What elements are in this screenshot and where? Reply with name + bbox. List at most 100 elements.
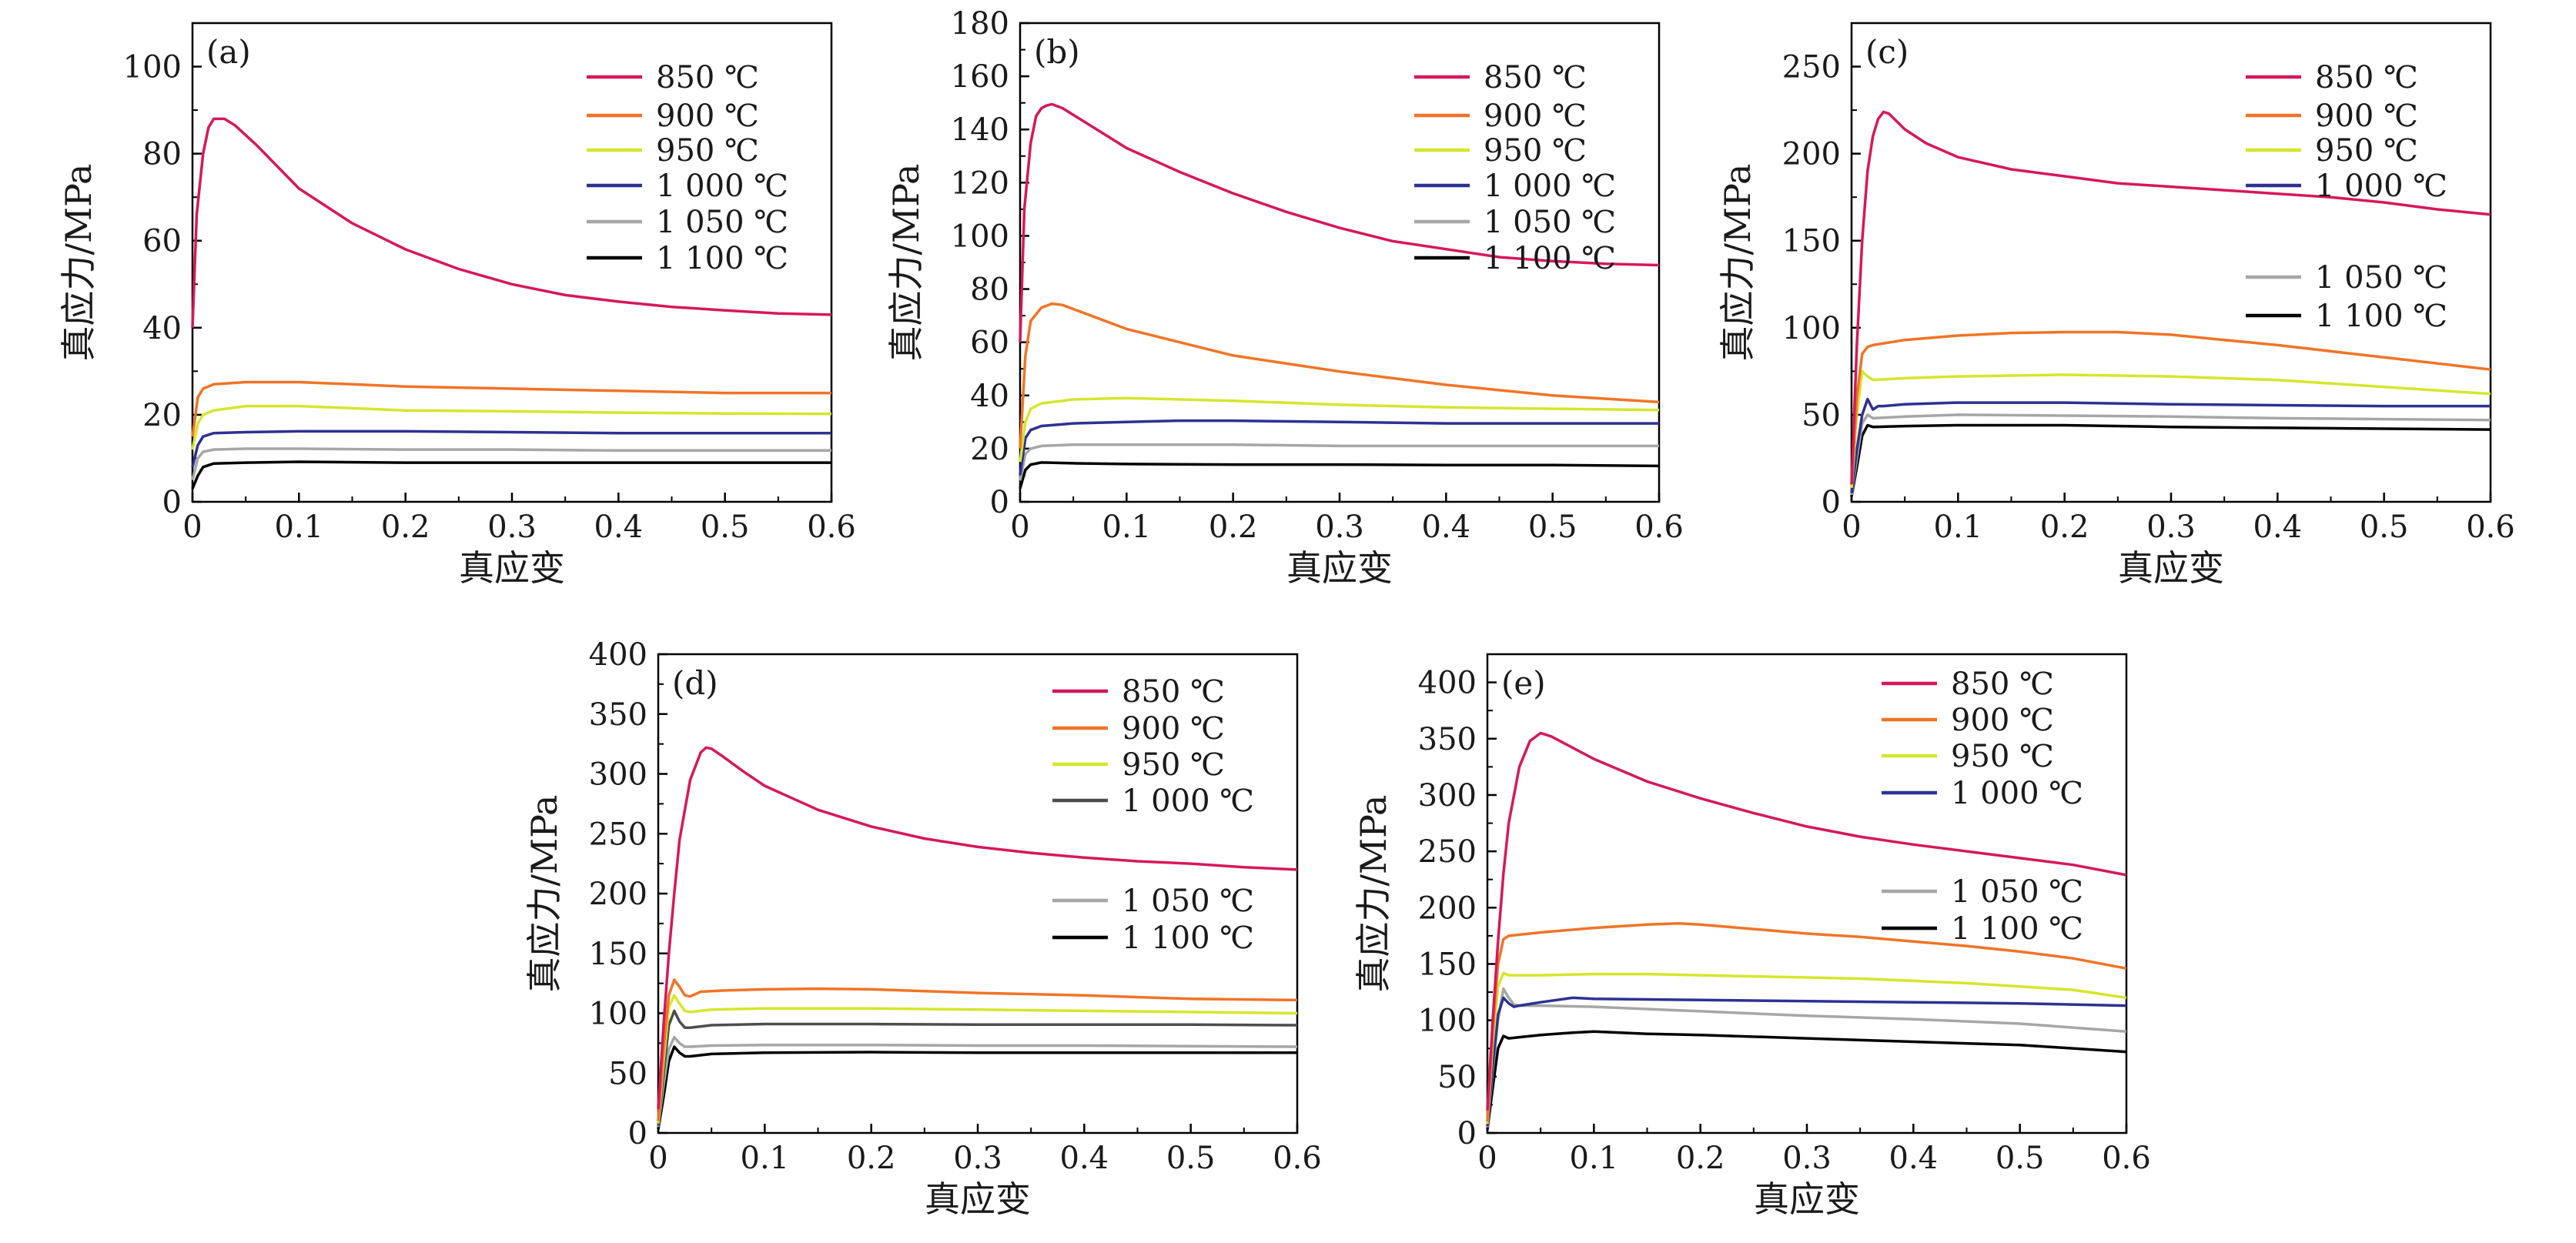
- series-group: [1019, 102, 1660, 490]
- legend-label: 850 ℃: [1122, 674, 1225, 710]
- legend-label: 1 100 ℃: [1484, 241, 1616, 276]
- legend-label: 850 ℃: [656, 60, 759, 95]
- x-tick-label: 0.3: [2146, 510, 2196, 545]
- series-line-1000c: [1486, 996, 2127, 1127]
- x-tick-label: 0.3: [487, 510, 537, 545]
- series-line-1050c: [1019, 443, 1659, 481]
- y-tick-label: 250: [1418, 834, 1477, 870]
- legend-label: 1 050 ℃: [1951, 874, 2083, 910]
- legend-label: 1 050 ℃: [656, 205, 788, 240]
- series-line-950c: [657, 994, 1298, 1124]
- series-line-1000c: [191, 429, 831, 468]
- legend-label: 1 000 ℃: [2315, 169, 2447, 204]
- series-line-1100c: [657, 1045, 1297, 1130]
- y-tick-label: 150: [1418, 947, 1477, 982]
- x-tick-label: 0.4: [1422, 510, 1471, 545]
- x-tick-label: 0.1: [275, 510, 324, 545]
- y-tick-label: 200: [1782, 137, 1841, 172]
- legend-label: 850 ℃: [1951, 667, 2054, 702]
- panel-e: 0 0.1 0.2 0.3 0.4 0.5 0.6 0 50 100 150 200 250 300 350…: [1353, 653, 2151, 1220]
- legend-label: 1 000 ℃: [1122, 784, 1254, 819]
- y-tick-label: 140: [951, 112, 1009, 148]
- y-tick-label: 200: [589, 877, 647, 912]
- panel-label: (e): [1501, 664, 1546, 702]
- x-tick-label: 0.2: [1209, 510, 1258, 545]
- series-line-850c: [191, 117, 832, 328]
- series-line-950c: [1486, 971, 2127, 1124]
- legend-label: 1 100 ℃: [1951, 911, 2083, 947]
- x-tick-label: 0.6: [2102, 1141, 2151, 1176]
- series-line-950c: [1850, 369, 2491, 489]
- y-tick-label: 0: [1822, 485, 1841, 520]
- legend-label: 900 ℃: [1484, 99, 1587, 134]
- y-tick-label: 400: [589, 637, 647, 673]
- x-tick-label: 0.2: [847, 1141, 896, 1176]
- panel-label: (d): [672, 664, 718, 702]
- y-tick-label: 120: [951, 165, 1009, 201]
- y-tick-label: 50: [1437, 1060, 1477, 1095]
- y-axis-label: 真应力/MPa: [524, 795, 565, 993]
- y-tick-label: 150: [589, 937, 647, 972]
- x-tick-label: 0.4: [1889, 1141, 1939, 1176]
- legend-label: 1 100 ℃: [656, 241, 788, 276]
- series-line-1050c: [1486, 987, 2127, 1128]
- x-tick-label: 0.2: [2040, 510, 2089, 545]
- x-tick-label: 0.3: [1782, 1141, 1832, 1176]
- legend-label: 950 ℃: [2315, 133, 2418, 169]
- y-axis-label: 真应力/MPa: [58, 164, 99, 362]
- y-tick-label: 50: [608, 1056, 647, 1091]
- y-axis-label: 真应力/MPa: [1717, 164, 1758, 362]
- panel-d: 0 0.1 0.2 0.3 0.4 0.5 0.6 0 50 100 150 200 250 300 350…: [524, 637, 1322, 1220]
- y-tick-label: 200: [1418, 890, 1477, 926]
- y-tick-label: 80: [142, 137, 182, 172]
- x-tick-label: 0.2: [1676, 1141, 1725, 1176]
- legend-label: 1 100 ℃: [1122, 921, 1254, 956]
- legend-label: 900 ℃: [656, 99, 759, 134]
- y-tick-label: 60: [142, 224, 182, 259]
- series-line-850c: [657, 746, 1298, 1110]
- x-tick-label: 0.3: [1315, 510, 1364, 545]
- y-tick-label: 180: [951, 6, 1009, 42]
- x-axis-label: 真应变: [2118, 547, 2224, 589]
- series-group: [657, 746, 1298, 1130]
- series-line-950c: [1019, 396, 1660, 463]
- y-tick-label: 350: [1418, 722, 1477, 757]
- series-line-1050c: [191, 447, 831, 481]
- series-line-850c: [1850, 110, 2491, 485]
- panel-a: 0 0.1 0.2 0.3 0.4 0.5 0.6 0 20 40 60 80 100 真应变 真应力/MP…: [58, 22, 856, 589]
- series-line-850c: [1019, 102, 1660, 342]
- series-line-900c: [657, 978, 1298, 1121]
- series-line-1000c: [1850, 397, 2491, 493]
- panel-c: 0 0.1 0.2 0.3 0.4 0.5 0.6 0 50 100 150 200 250 真应变 真应力…: [1717, 22, 2515, 589]
- x-tick-label: 0: [1010, 510, 1029, 545]
- series-line-1000c: [657, 1009, 1298, 1126]
- x-tick-label: 0.5: [2360, 510, 2409, 545]
- legend-label: 1 000 ℃: [1484, 169, 1616, 204]
- x-tick-label: 0.1: [1570, 1141, 1619, 1176]
- x-tick-label: 0: [182, 510, 202, 545]
- series-line-1000c: [1019, 419, 1659, 476]
- x-tick-label: 0.5: [701, 510, 750, 545]
- legend-label: 1 000 ℃: [656, 169, 788, 204]
- x-tick-label: 0.1: [741, 1141, 790, 1176]
- series-line-900c: [191, 380, 831, 437]
- series-group: [1486, 731, 2127, 1130]
- x-tick-label: 0.5: [1996, 1141, 2045, 1176]
- x-tick-label: 0: [1842, 510, 1861, 545]
- legend-label: 1 000 ℃: [1951, 776, 2083, 811]
- x-tick-label: 0: [648, 1141, 667, 1176]
- legend-label: 1 050 ℃: [2315, 260, 2447, 296]
- y-tick-label: 100: [123, 50, 182, 85]
- y-axis-label: 真应力/MPa: [885, 164, 927, 362]
- legend-label: 950 ℃: [1122, 747, 1225, 783]
- y-tick-label: 0: [628, 1116, 647, 1151]
- series-group: [1850, 110, 2491, 497]
- series-line-900c: [1019, 302, 1660, 449]
- x-tick-label: 0.6: [1273, 1141, 1322, 1176]
- x-axis-label: 真应变: [459, 547, 565, 589]
- panel-label: (c): [1865, 33, 1909, 71]
